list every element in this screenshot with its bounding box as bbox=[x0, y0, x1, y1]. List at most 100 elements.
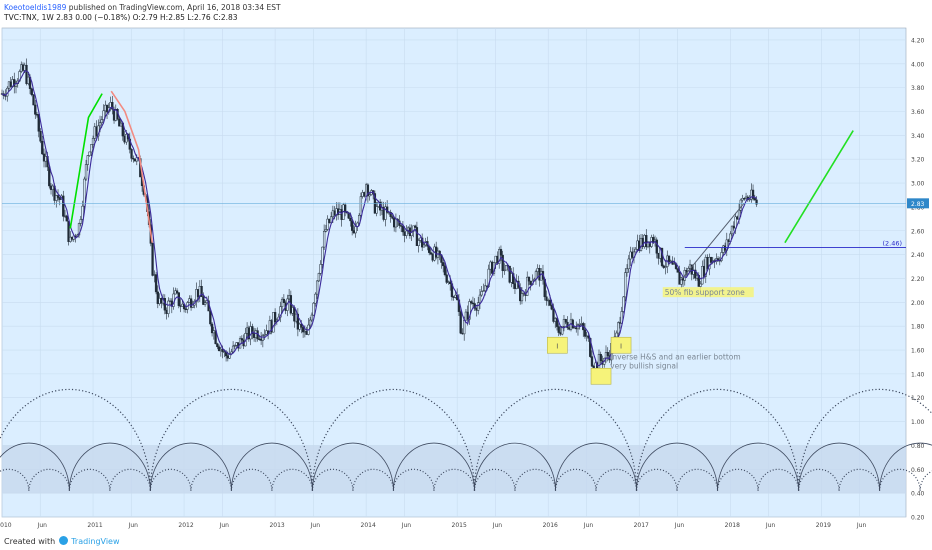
candle-body bbox=[422, 244, 426, 248]
pattern-highlight-box bbox=[610, 336, 632, 354]
candle-body bbox=[753, 198, 756, 201]
candle-body bbox=[438, 250, 441, 256]
x-tick-label: 2013 bbox=[269, 522, 284, 529]
middle-cycle-arc bbox=[636, 442, 718, 491]
candle-body bbox=[527, 276, 531, 282]
support-level-label: (2.46) bbox=[882, 239, 902, 247]
candle-body bbox=[343, 204, 347, 212]
candle-body bbox=[81, 205, 84, 220]
candle-body bbox=[55, 195, 58, 201]
candle-body bbox=[545, 296, 548, 301]
candle-body bbox=[132, 158, 135, 160]
y-tick-label: 1.40 bbox=[911, 371, 925, 378]
header-bar: Koeotoeldis1989 published on TradingView… bbox=[0, 0, 932, 26]
footer-bar: Created with TradingView bbox=[0, 533, 932, 550]
candle-body bbox=[177, 292, 180, 306]
candle-body bbox=[417, 240, 420, 246]
candle-body bbox=[463, 319, 466, 335]
published-text: published on TradingView.com, April 16, … bbox=[68, 3, 281, 12]
candle-body bbox=[478, 294, 482, 303]
candle-body bbox=[111, 102, 114, 110]
candle-body bbox=[414, 225, 417, 228]
y-tick-label: 2.40 bbox=[911, 252, 925, 259]
candle-body bbox=[86, 155, 89, 165]
x-tick-label: 2017 bbox=[634, 522, 649, 529]
candle-body bbox=[699, 283, 702, 287]
outer-cycle-arc bbox=[473, 388, 638, 491]
candle-body bbox=[319, 264, 322, 274]
candle-body bbox=[151, 243, 154, 276]
x-tick-label: Jun bbox=[128, 522, 139, 529]
candle-body bbox=[100, 119, 103, 123]
candle-body bbox=[67, 220, 70, 242]
candle-body bbox=[583, 329, 587, 337]
x-tick-label: 2014 bbox=[361, 522, 376, 529]
candle-body bbox=[88, 151, 91, 156]
candle-body bbox=[312, 302, 315, 316]
pattern-highlight-box bbox=[590, 367, 612, 385]
candle-body bbox=[676, 268, 679, 273]
candle-body bbox=[102, 110, 105, 120]
candle-body bbox=[442, 262, 445, 267]
candle-body bbox=[730, 225, 734, 235]
candle-body bbox=[564, 319, 567, 323]
candle-body bbox=[755, 199, 758, 205]
candle-body bbox=[154, 274, 158, 293]
candle-body bbox=[484, 285, 487, 291]
middle-cycle-arc bbox=[717, 442, 799, 491]
middle-cycle-arc bbox=[68, 442, 151, 491]
candle-body bbox=[459, 311, 462, 334]
x-tick-label: Jun bbox=[674, 522, 685, 529]
y-tick-label: 3.80 bbox=[911, 85, 925, 92]
middle-cycle-arc bbox=[231, 442, 313, 491]
candle-body bbox=[350, 220, 354, 231]
candle-body bbox=[83, 178, 86, 207]
last-price-label: 2.83 bbox=[911, 201, 925, 208]
plot-area bbox=[1, 27, 907, 518]
candle-body bbox=[520, 293, 524, 302]
x-tick-label: 2012 bbox=[178, 522, 193, 529]
y-tick-label: 0.40 bbox=[911, 491, 925, 498]
candle-body bbox=[203, 302, 207, 305]
candle-body bbox=[503, 269, 506, 272]
candle-body bbox=[240, 338, 243, 341]
candle-body bbox=[300, 323, 303, 328]
candle-body bbox=[480, 291, 483, 296]
tradingview-brand[interactable]: TradingView bbox=[71, 537, 120, 546]
annotation-text: very bullish signal bbox=[610, 362, 678, 371]
candle-body bbox=[228, 353, 231, 359]
y-tick-label: 4.00 bbox=[911, 61, 925, 68]
candle-body bbox=[561, 325, 564, 335]
candle-body bbox=[251, 326, 254, 334]
candle-body bbox=[357, 215, 361, 224]
middle-cycle-arc bbox=[474, 442, 556, 491]
candle-body bbox=[617, 322, 620, 334]
candle-body bbox=[301, 327, 305, 333]
x-tick-label: 2016 bbox=[543, 522, 558, 529]
price-chart[interactable]: 4.204.003.803.603.403.203.002.802.602.40… bbox=[0, 26, 932, 533]
cycle-band bbox=[2, 445, 906, 494]
candle-body bbox=[487, 268, 490, 287]
candle-body bbox=[321, 246, 324, 265]
candle-body bbox=[217, 346, 221, 352]
y-tick-label: 1.60 bbox=[911, 348, 925, 355]
candle-body bbox=[202, 296, 205, 305]
candle-body bbox=[322, 231, 326, 248]
y-tick-label: 4.20 bbox=[911, 37, 925, 44]
candle-body bbox=[200, 286, 203, 298]
annotation-text: 50% fib support zone bbox=[665, 288, 745, 297]
candle-body bbox=[368, 194, 371, 197]
candle-body bbox=[189, 298, 193, 308]
candle-body bbox=[315, 280, 319, 295]
candle-body bbox=[429, 252, 433, 255]
candle-body bbox=[41, 140, 44, 155]
candle-body bbox=[389, 211, 392, 217]
candle-body bbox=[697, 275, 700, 287]
candle-body bbox=[606, 352, 609, 356]
candle-body bbox=[627, 258, 630, 270]
y-tick-label: 2.60 bbox=[911, 228, 925, 235]
author-link[interactable]: Koeotoeldis1989 bbox=[4, 3, 67, 12]
candle-body bbox=[622, 296, 625, 312]
candle-body bbox=[175, 290, 179, 293]
candle-body bbox=[216, 343, 219, 348]
